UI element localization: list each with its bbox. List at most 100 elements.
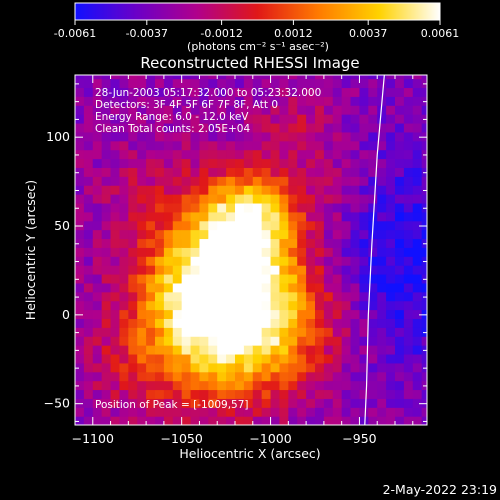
heatmap-cell [270,256,281,266]
heatmap-cell [101,211,112,222]
heatmap-cell [217,176,227,186]
heatmap-cell [75,96,85,106]
heatmap-cell [306,238,316,248]
heatmap-cell [323,96,334,106]
heatmap-cell [92,273,103,284]
heatmap-cell [261,167,272,177]
heatmap-cell [297,75,307,80]
heatmap-cell [270,309,281,320]
heatmap-cell [270,407,281,417]
heatmap-cell [297,309,307,320]
heatmap-cell [395,176,405,186]
heatmap-cell [110,389,121,399]
heatmap-cell [377,353,387,364]
heatmap-cell [412,282,423,293]
heatmap-cell [235,211,245,222]
heatmap-cell [128,345,138,355]
heatmap-cell [288,256,298,266]
heatmap-cell [297,176,307,186]
heatmap-cell [341,300,352,311]
heatmap-cell [315,202,325,213]
heatmap-cell [288,291,298,302]
heatmap-cell [128,398,138,408]
heatmap-cell [128,211,138,222]
heatmap-cell [75,336,85,346]
heatmap-cell [119,220,129,231]
heatmap-cell [377,105,387,115]
heatmap-cell [403,202,414,213]
heatmap-cell [279,176,289,186]
heatmap-cell [297,238,307,248]
heatmap-cell [403,345,414,355]
heatmap-cell [297,131,307,142]
heatmap-cell [315,389,325,399]
heatmap-cell [155,87,165,97]
heatmap-cell [110,122,121,133]
heatmap-cell [341,75,352,80]
heatmap-cell [83,202,94,213]
heatmap-cell [412,345,423,355]
peak-position-label: Position of Peak = [-1009,57] [95,399,249,411]
heatmap-cell [332,336,343,346]
heatmap-cell [306,167,316,177]
heatmap-cell [92,345,103,355]
heatmap-cell [172,247,183,257]
heatmap-cell [288,211,298,222]
heatmap-cell [83,380,94,391]
heatmap-cell [323,87,334,97]
heatmap-cell [128,371,138,382]
heatmap-cell [75,87,85,97]
heatmap-cell [350,353,361,364]
heatmap-cell [199,362,209,373]
heatmap-cell [403,282,414,293]
heatmap-cell [403,87,414,97]
heatmap-cell [288,389,298,399]
heatmap-cell [75,131,85,142]
heatmap-cell [163,265,174,275]
heatmap-cell [377,416,387,425]
heatmap-cell [217,75,227,80]
heatmap-cell [155,194,165,204]
heatmap-cell [377,273,387,284]
colorbar-tick-label: -0.0061 [54,27,96,40]
heatmap-cell [412,318,423,328]
heatmap-cell [101,407,112,417]
heatmap-cell [181,407,192,417]
heatmap-cell [261,265,272,275]
heatmap-cell [119,96,129,106]
heatmap-cell [208,131,218,142]
heatmap-cell [217,398,227,408]
heatmap-cell [403,105,414,115]
heatmap-cell [279,122,289,133]
heatmap-cell [190,371,201,382]
heatmap-cell [92,309,103,320]
heatmap-cell [235,309,245,320]
colorbar-tick-label: 0.0012 [274,27,313,40]
heatmap-cell [323,416,334,425]
heatmap-cell [297,416,307,425]
heatmap-cell [163,380,174,391]
heatmap-cell [190,122,201,133]
heatmap-cell [172,167,183,177]
heatmap-cell [137,265,147,275]
heatmap-cell [119,194,129,204]
heatmap-cell [270,389,281,399]
heatmap-cell [137,362,147,373]
heatmap-cell [332,78,343,89]
heatmap-cell [199,185,209,195]
heatmap-cell [261,185,272,195]
heatmap-cell [341,194,352,204]
heatmap-cell [226,300,236,311]
heatmap-cell [288,371,298,382]
heatmap-cell [83,389,94,399]
heatmap-cell [75,229,85,240]
heatmap-cell [386,176,396,186]
annotation-line: Energy Range: 6.0 - 12.0 keV [95,111,249,123]
heatmap-cell [386,220,396,231]
heatmap-cell [101,380,112,391]
heatmap-cell [75,327,85,337]
heatmap-cell [279,407,289,417]
heatmap-cell [403,291,414,302]
heatmap-cell [315,87,325,97]
heatmap-cell [306,247,316,257]
